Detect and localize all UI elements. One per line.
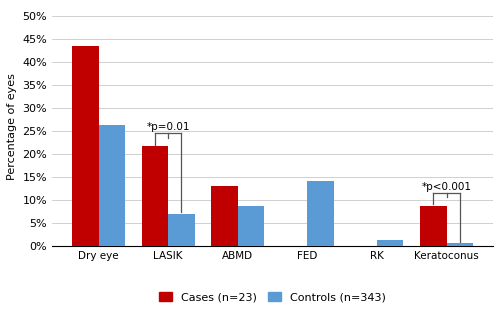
Bar — [212, 186, 238, 246]
Bar — [238, 206, 264, 246]
Bar — [72, 46, 99, 246]
Text: *p=0.01: *p=0.01 — [146, 122, 190, 132]
Bar — [168, 214, 194, 246]
Bar — [420, 206, 446, 246]
Bar — [98, 125, 125, 246]
Bar — [308, 181, 334, 246]
Bar — [446, 243, 473, 246]
Bar — [142, 146, 168, 246]
Bar — [377, 240, 404, 246]
Y-axis label: Percentage of eyes: Percentage of eyes — [7, 73, 17, 180]
Legend: Cases (n=23), Controls (n=343): Cases (n=23), Controls (n=343) — [154, 288, 390, 307]
Text: *p<0.001: *p<0.001 — [422, 181, 472, 192]
